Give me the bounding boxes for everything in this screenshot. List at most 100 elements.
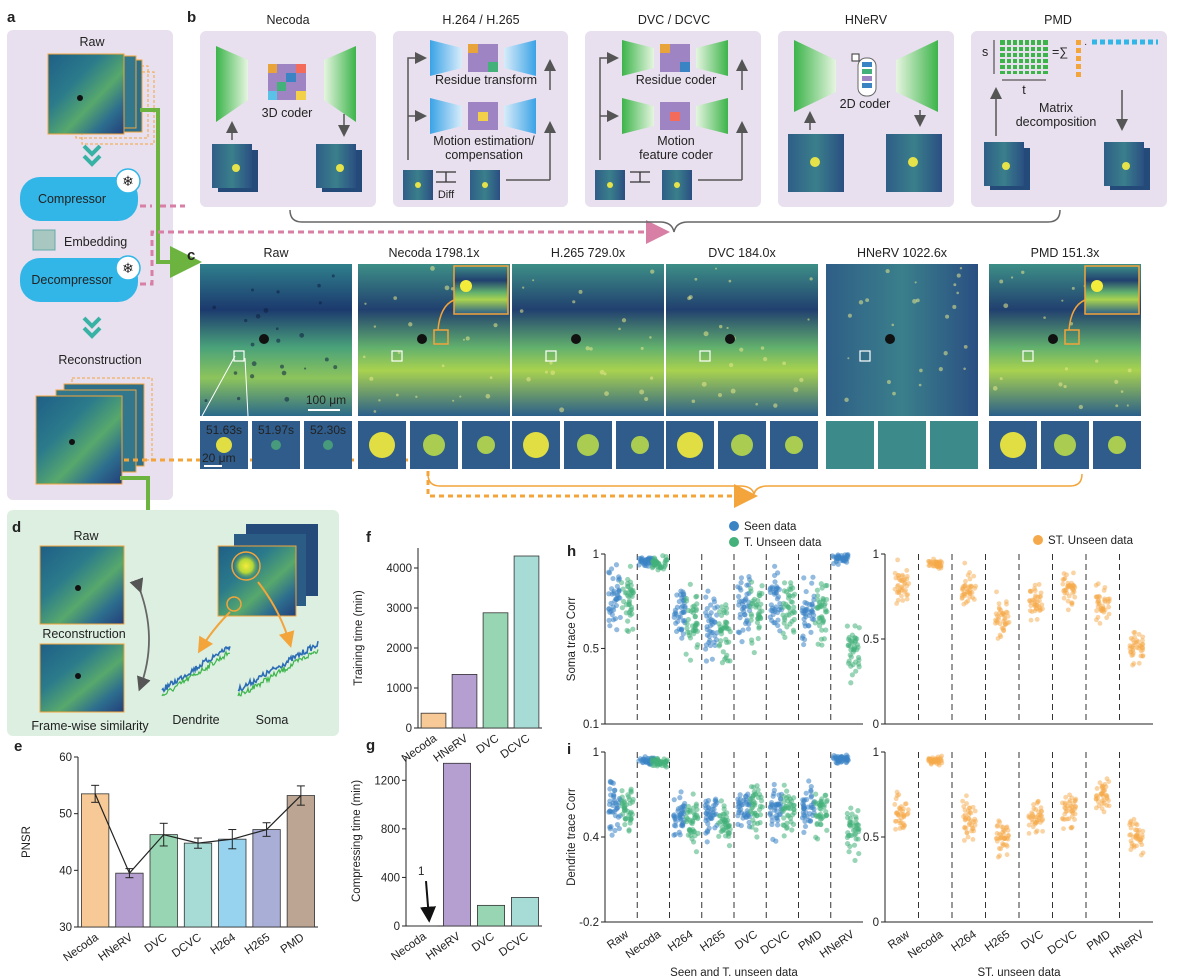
data-point [935, 564, 941, 570]
data-point [817, 802, 823, 808]
data-point [1131, 661, 1137, 666]
data-point [767, 589, 774, 595]
data-point [936, 760, 942, 766]
data-point [856, 625, 862, 631]
y-tick-label: 30 [59, 922, 72, 934]
x-tick-label: Necoda [389, 930, 429, 963]
data-point [660, 553, 666, 559]
data-point [742, 597, 748, 603]
column-title: PMD 151.3x [1031, 246, 1101, 260]
data-point [1102, 585, 1108, 590]
data-point [738, 575, 745, 581]
data-point [784, 624, 790, 630]
data-point [738, 579, 744, 586]
panel-a-letter: a [7, 9, 16, 26]
data-point [625, 792, 631, 798]
data-point [658, 564, 665, 570]
data-point [848, 805, 854, 811]
data-point [848, 680, 854, 686]
data-point [703, 594, 709, 600]
data-point [1034, 800, 1040, 806]
data-point [939, 753, 945, 759]
data-point [1093, 805, 1099, 811]
legend-marker [729, 521, 739, 531]
data-point [1032, 595, 1038, 601]
data-point [714, 612, 720, 618]
data-point [813, 801, 819, 807]
raw-stack [47, 53, 155, 145]
roi-box [699, 350, 711, 362]
decompressor-block [20, 258, 138, 302]
legend-label: Seen data [744, 521, 797, 533]
data-point [613, 562, 620, 568]
data-point [812, 620, 818, 626]
data-point [822, 601, 828, 607]
data-point [997, 632, 1003, 638]
data-point [704, 839, 710, 845]
data-point [1139, 642, 1145, 648]
data-point [900, 598, 906, 603]
data-point [630, 626, 636, 632]
data-point [1101, 809, 1107, 815]
data-point [1095, 581, 1101, 587]
data-point [1136, 660, 1142, 666]
x-tick-label: HNeRV [1108, 928, 1147, 960]
data-point [1061, 595, 1067, 601]
data-point [736, 629, 743, 636]
data-point [652, 561, 659, 567]
data-point [838, 557, 844, 564]
data-point [1038, 819, 1043, 825]
data-point [820, 618, 826, 625]
data-point [781, 620, 787, 626]
data-point [1093, 793, 1099, 799]
data-point [856, 850, 862, 857]
data-point [608, 600, 614, 606]
data-point [1131, 816, 1137, 822]
data-point [1038, 590, 1044, 596]
data-point [610, 802, 616, 809]
data-point [739, 639, 745, 645]
data-point [682, 604, 688, 610]
y-tick-label: 0.1 [583, 719, 599, 731]
data-point [671, 814, 678, 820]
data-point [689, 623, 696, 629]
soma-label: Soma [256, 713, 289, 727]
data-point [781, 805, 787, 811]
data-point [736, 799, 742, 805]
data-point [703, 642, 709, 648]
data-point [1000, 843, 1006, 848]
method-title: Necoda [266, 13, 309, 27]
scalebar-label: 100 μm [306, 393, 346, 407]
data-point [683, 598, 690, 604]
panel-letter: e [14, 738, 22, 755]
data-point [625, 576, 631, 583]
data-point [962, 817, 968, 823]
data-point [616, 587, 622, 593]
data-point [852, 857, 858, 864]
data-point [971, 597, 977, 602]
x-tick-label: DVC [474, 733, 501, 757]
data-point [814, 587, 820, 593]
data-point [710, 812, 716, 818]
data-point [756, 625, 762, 631]
data-point [652, 758, 658, 764]
data-point [681, 609, 687, 615]
data-point [1032, 599, 1038, 605]
data-point [726, 639, 732, 645]
data-point [790, 593, 796, 599]
data-point [1036, 582, 1042, 587]
data-point [1094, 594, 1100, 600]
data-point [714, 604, 720, 610]
y-tick-label: 2000 [386, 643, 412, 655]
data-point [960, 586, 966, 592]
x-tick-label: HNeRV [818, 928, 857, 960]
x-tick-label: Raw [886, 928, 912, 951]
micrograph [666, 264, 818, 416]
data-point [1140, 850, 1146, 856]
data-point [662, 759, 668, 765]
data-point [662, 559, 668, 566]
data-point [786, 805, 792, 811]
data-point [853, 831, 859, 837]
data-point [754, 834, 760, 840]
data-point [786, 586, 792, 592]
